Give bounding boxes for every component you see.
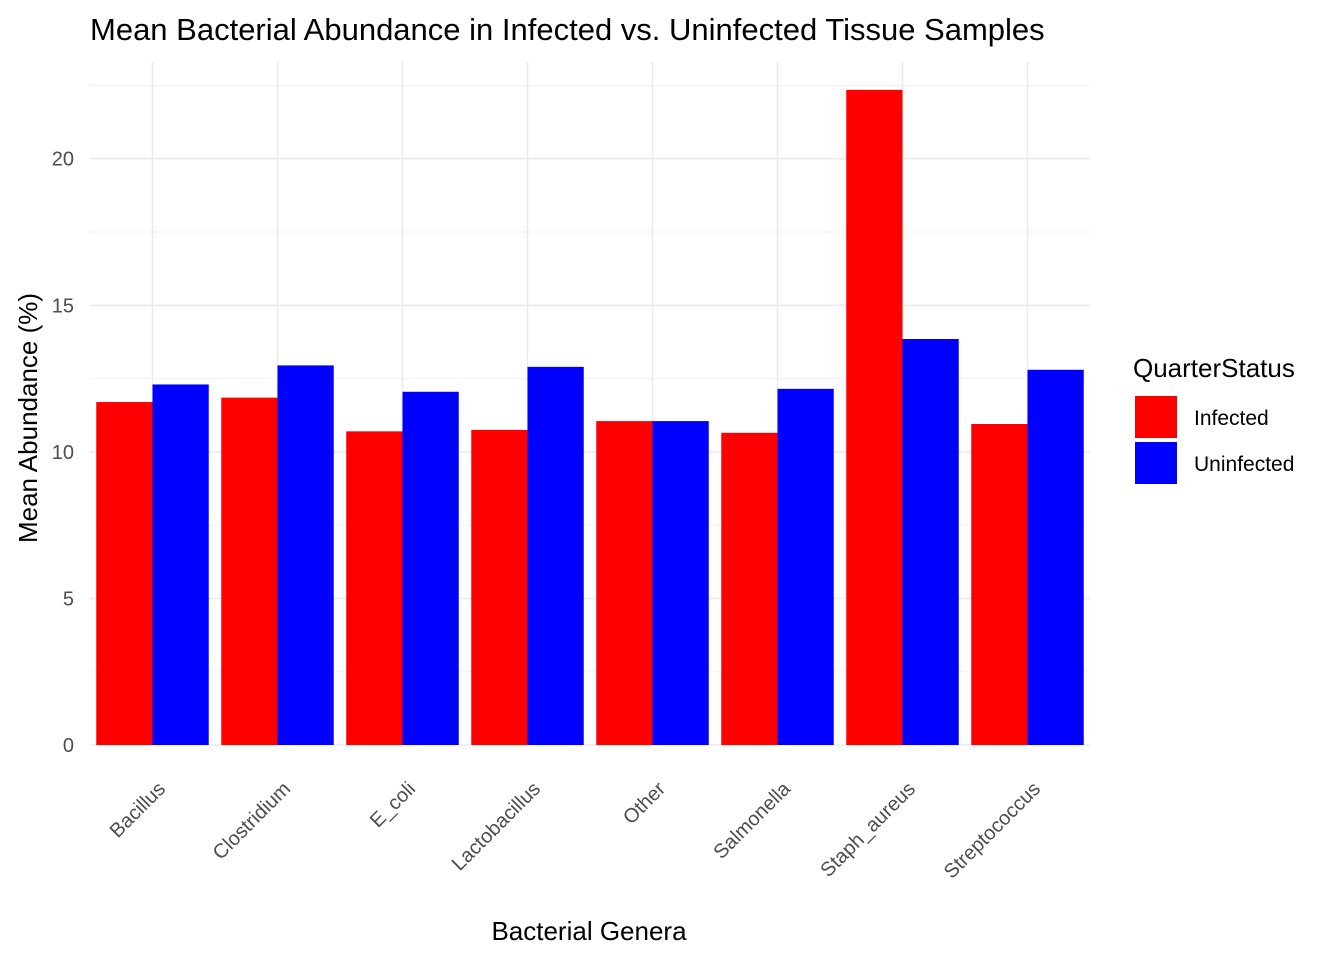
y-tick-label: 15 xyxy=(52,295,74,317)
y-axis-ticks: 0 5 10 15 20 xyxy=(52,149,74,757)
bar-uninfected-lactobacillus xyxy=(527,366,584,745)
bar-uninfected-other xyxy=(652,421,709,745)
x-tick-label: E_coli xyxy=(366,778,420,832)
y-tick-label: 10 xyxy=(52,442,74,464)
bar-infected-e_coli xyxy=(346,431,403,745)
bar-uninfected-e_coli xyxy=(402,391,459,745)
x-axis-title: Bacterial Genera xyxy=(491,916,687,946)
x-tick-label: Streptococcus xyxy=(940,778,1045,883)
bar-infected-other xyxy=(596,421,653,745)
x-tick-label: Staph_aureus xyxy=(816,778,920,882)
x-tick-label: Salmonella xyxy=(710,777,796,863)
x-tick-label: Clostridium xyxy=(209,778,295,864)
legend-swatch-infected xyxy=(1135,396,1177,438)
bar-infected-salmonella xyxy=(721,432,778,745)
y-tick-label: 0 xyxy=(63,735,74,757)
bar-infected-staph_aureus xyxy=(846,89,903,745)
bar-uninfected-staph_aureus xyxy=(902,339,959,745)
legend-title: QuarterStatus xyxy=(1133,353,1295,383)
x-tick-label: Other xyxy=(619,778,670,829)
legend-label-infected: Infected xyxy=(1194,407,1269,430)
y-tick-label: 5 xyxy=(63,588,74,610)
x-axis-ticks: Bacillus Clostridium E_coli Lactobacillus Ot… xyxy=(106,777,1045,883)
bar-uninfected-salmonella xyxy=(777,388,834,745)
bar-infected-bacillus xyxy=(96,402,153,745)
bar-infected-lactobacillus xyxy=(471,429,528,745)
bar-uninfected-bacillus xyxy=(152,384,209,745)
bar-infected-streptococcus xyxy=(971,424,1028,745)
y-tick-label: 20 xyxy=(52,149,74,171)
bar-uninfected-streptococcus xyxy=(1027,369,1084,745)
bar-infected-clostridium xyxy=(221,397,278,745)
bar-uninfected-clostridium xyxy=(277,365,334,745)
legend: QuarterStatus Infected Uninfected xyxy=(1133,353,1295,484)
x-tick-label: Bacillus xyxy=(106,778,170,842)
bars xyxy=(96,89,1084,745)
legend-swatch-uninfected xyxy=(1135,442,1177,484)
y-axis-title: Mean Abundance (%) xyxy=(13,293,43,543)
x-tick-label: Lactobacillus xyxy=(448,778,545,875)
chart-title: Mean Bacterial Abundance in Infected vs.… xyxy=(90,12,1045,47)
legend-label-uninfected: Uninfected xyxy=(1194,453,1294,476)
